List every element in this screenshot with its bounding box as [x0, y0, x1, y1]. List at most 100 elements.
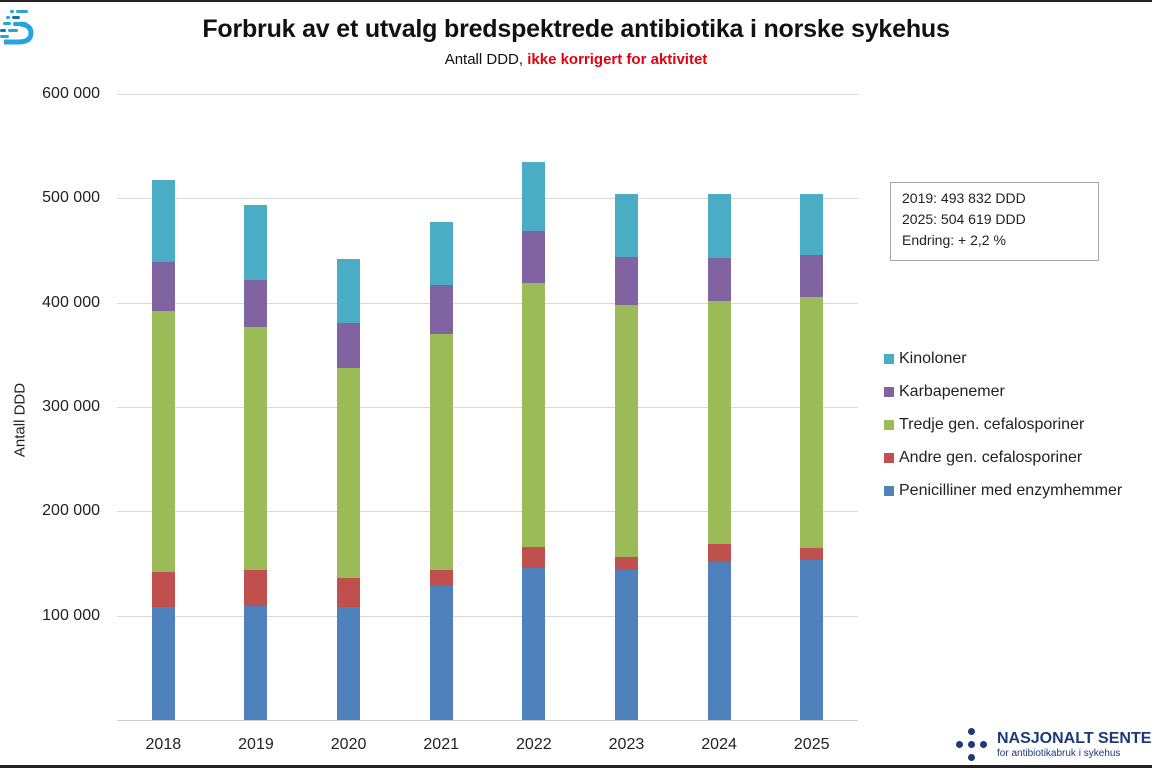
- legend-item: Tredje gen. cefalosporiner: [884, 408, 1122, 441]
- legend-label: Tredje gen. cefalosporiner: [899, 415, 1085, 433]
- bar-segment: [614, 304, 638, 558]
- y-tick-label: 600 000: [42, 85, 100, 102]
- bar-segment: [800, 547, 824, 561]
- y-tick-label: 200 000: [42, 502, 100, 520]
- bar-segment: [522, 282, 546, 547]
- bar-segment: [707, 194, 731, 258]
- legend-swatch-icon: [884, 452, 894, 463]
- x-tick-label: 2022: [516, 736, 552, 753]
- x-tick-label: 2021: [423, 736, 459, 753]
- legend-label: Andre gen. cefalosporiner: [899, 448, 1083, 466]
- bar-2025: [800, 194, 824, 720]
- legend-swatch-icon: [884, 353, 894, 364]
- bar-segment: [151, 607, 175, 720]
- legend-item: Kinoloner: [884, 342, 1122, 375]
- subtitle-prefix: Antall DDD,: [444, 51, 528, 68]
- bar-segment: [429, 334, 453, 570]
- y-tick-label: 100 000: [42, 606, 100, 624]
- y-tick-label: 500 000: [42, 189, 100, 207]
- legend-label: Penicilliner med enzymhemmer: [899, 481, 1123, 499]
- bar-segment: [337, 368, 361, 579]
- brand-subtitle: for antibiotikabruk i sykehus: [997, 748, 1121, 759]
- legend-item: Andre gen. cefalosporiner: [884, 441, 1122, 474]
- logo-icon: [0, 10, 34, 45]
- bar-segment: [707, 257, 731, 301]
- bar-segment: [707, 543, 731, 563]
- bar-segment: [614, 194, 638, 257]
- x-tick-label: 2020: [330, 736, 367, 753]
- legend-label: Kinoloner: [899, 349, 967, 367]
- x-tick-label: 2025: [793, 736, 830, 753]
- bar-segment: [244, 204, 268, 280]
- bar-segment: [800, 560, 824, 720]
- y-tick-label: 300 000: [42, 398, 100, 415]
- footer-logo: NASJONALT SENTE for antibiotikabruk i sy…: [955, 728, 1151, 762]
- y-tick-label: 400 000: [42, 293, 100, 311]
- legend-swatch-icon: [884, 485, 894, 496]
- chart-title: Forbruk av et utvalg bredspektrede antib…: [202, 15, 950, 43]
- bar-segment: [244, 326, 268, 570]
- gridline: [117, 511, 858, 513]
- bar-segment: [614, 256, 638, 305]
- bar-segment: [522, 567, 546, 720]
- bar-segment: [429, 222, 453, 285]
- legend: Kinoloner Karbapenemer Tredje gen. cefalos…: [884, 342, 1122, 507]
- bar-2023: [614, 194, 638, 720]
- x-tick-label: 2018: [145, 736, 182, 753]
- x-axis-line: [117, 720, 858, 721]
- x-tick-label: 2019: [238, 736, 274, 753]
- bar-segment: [707, 300, 731, 544]
- cross-dots-icon: [955, 728, 989, 762]
- legend-label: Karbapenemer: [899, 382, 1005, 400]
- bar-segment: [244, 606, 268, 720]
- bar-segment: [337, 258, 361, 323]
- bar-segment: [614, 557, 638, 570]
- bar-segment: [429, 586, 453, 720]
- bar-segment: [429, 569, 453, 587]
- bar-segment: [614, 569, 638, 720]
- x-tick-label: 2024: [701, 736, 737, 753]
- chart-subtitle: Antall DDD, ikke korrigert for aktivitet: [0, 51, 1152, 68]
- bar-2022: [522, 161, 546, 720]
- bar-segment: [337, 578, 361, 608]
- bar-segment: [522, 230, 546, 283]
- bar-segment: [337, 607, 361, 720]
- bar-2019: [244, 204, 268, 720]
- legend-swatch-icon: [884, 419, 894, 430]
- bar-segment: [151, 179, 175, 262]
- legend-item: Penicilliner med enzymhemmer: [884, 474, 1122, 507]
- bar-segment: [151, 571, 175, 608]
- plot-area: [117, 94, 858, 721]
- bar-segment: [522, 161, 546, 231]
- bar-segment: [800, 254, 824, 298]
- bar-segment: [151, 311, 175, 572]
- y-axis-label: Antall DDD: [11, 382, 29, 458]
- bar-2020: [337, 258, 361, 720]
- summary-box: 2019: 493 832 DDD 2025: 504 619 DDD Endr…: [890, 182, 1099, 261]
- bar-segment: [429, 284, 453, 334]
- bar-segment: [337, 322, 361, 369]
- bar-segment: [800, 194, 824, 255]
- summary-line-change: Endring: + 2,2 %: [902, 232, 1006, 248]
- bar-segment: [244, 279, 268, 327]
- gridline: [117, 302, 858, 304]
- bar-2024: [707, 194, 731, 720]
- bar-segment: [151, 262, 175, 312]
- gridline: [117, 94, 858, 95]
- legend-item: Karbapenemer: [884, 375, 1122, 408]
- bar-segment: [244, 569, 268, 607]
- subtitle-highlight: ikke korrigert for aktivitet: [527, 51, 708, 68]
- bar-segment: [522, 546, 546, 568]
- bar-segment: [707, 562, 731, 720]
- bottom-border: [0, 765, 1152, 768]
- legend-swatch-icon: [884, 386, 894, 397]
- x-tick-label: 2023: [608, 736, 645, 753]
- bar-2021: [429, 222, 453, 720]
- gridline: [117, 198, 858, 200]
- summary-line-2025: 2025: 504 619 DDD: [902, 211, 1026, 227]
- brand-name: NASJONALT SENTE: [997, 730, 1152, 747]
- bar-segment: [800, 297, 824, 548]
- summary-line-2019: 2019: 493 832 DDD: [902, 190, 1026, 206]
- top-border: [0, 0, 1152, 2]
- gridline: [117, 407, 858, 408]
